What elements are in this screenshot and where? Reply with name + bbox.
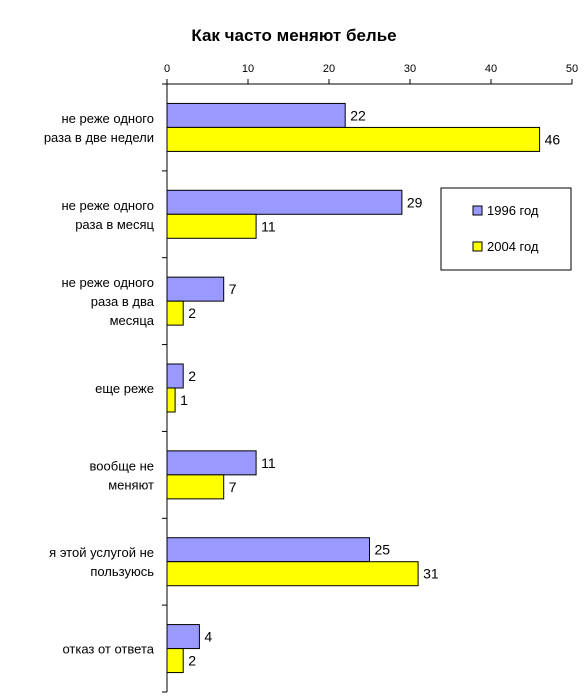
bar-series-2 bbox=[166, 648, 184, 674]
bar-series-1 bbox=[166, 537, 370, 563]
data-label: 22 bbox=[350, 107, 366, 123]
data-label: 46 bbox=[545, 131, 561, 147]
legend-label: 2004 год bbox=[487, 239, 539, 254]
data-label: 4 bbox=[204, 629, 212, 645]
legend-box bbox=[440, 187, 572, 271]
x-tick-label: 30 bbox=[404, 63, 416, 75]
category-label: отказ от ответа bbox=[62, 642, 154, 657]
bar-series-1 bbox=[166, 363, 184, 389]
bar-series-1 bbox=[166, 189, 403, 215]
bar-series-2 bbox=[166, 561, 419, 587]
data-label: 11 bbox=[261, 455, 276, 471]
bar-series-2 bbox=[166, 474, 225, 500]
category-label: еще реже bbox=[95, 381, 154, 396]
category-label: вообще не меняют bbox=[90, 458, 155, 492]
x-tick-label: 50 bbox=[566, 63, 578, 75]
bar-series-2 bbox=[166, 300, 184, 326]
data-label: 2 bbox=[188, 368, 196, 384]
bar-series-1 bbox=[166, 102, 346, 128]
data-label: 2 bbox=[188, 305, 196, 321]
data-label: 29 bbox=[407, 194, 423, 210]
legend-swatch bbox=[472, 205, 483, 216]
data-label: 7 bbox=[229, 281, 237, 297]
data-label: 11 bbox=[261, 218, 276, 234]
bar-series-1 bbox=[166, 624, 200, 650]
data-label: 1 bbox=[180, 392, 188, 408]
bar-series-2 bbox=[166, 387, 176, 413]
x-tick-label: 20 bbox=[323, 63, 335, 75]
x-tick-label: 40 bbox=[485, 63, 497, 75]
chart-title: Как часто меняют белье bbox=[191, 26, 396, 45]
data-label: 31 bbox=[423, 566, 439, 582]
category-label: не реже одного раза в месяц bbox=[62, 198, 155, 232]
bar-series-2 bbox=[166, 213, 257, 239]
data-label: 7 bbox=[229, 479, 237, 495]
plot-area: 0 10 20 30 40 50 не реже одного раза в две неде… bbox=[44, 63, 578, 693]
category-label: не реже одного раза в две недели bbox=[44, 111, 154, 145]
bar-series-2 bbox=[166, 126, 541, 152]
data-label: 25 bbox=[375, 542, 391, 558]
bar-series-1 bbox=[166, 450, 257, 476]
legend-label: 1996 год bbox=[487, 203, 539, 218]
data-label: 2 bbox=[188, 653, 196, 669]
category-label: я этой услугой не пользуюсь bbox=[49, 545, 154, 579]
category-label: не реже одного раза в два месяца bbox=[62, 275, 155, 328]
legend-swatch bbox=[472, 241, 483, 252]
legend: 1996 год 2004 год bbox=[440, 187, 572, 271]
x-tick-label: 0 bbox=[164, 63, 170, 75]
bar-series-1 bbox=[166, 276, 225, 302]
x-tick-label: 10 bbox=[242, 63, 254, 75]
